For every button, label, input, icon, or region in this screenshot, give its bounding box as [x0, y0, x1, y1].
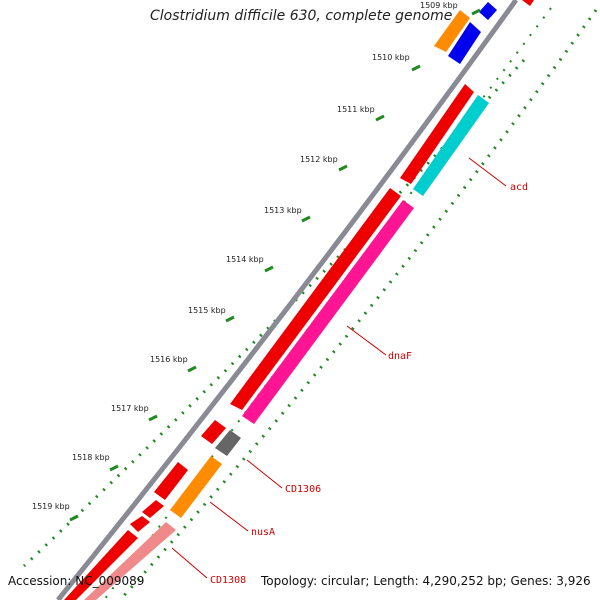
gene-label-CD1306: CD1306: [285, 484, 321, 495]
gene-labels: acd dnaF CD1306 nusA CD1308: [210, 182, 528, 586]
gene-feature-acd-red: [400, 84, 474, 184]
gene-feature-acd-cyan: [413, 95, 489, 196]
outer-dotted-curve: [22, 58, 526, 568]
gene-label-acd: acd: [510, 182, 528, 193]
gene-feature-blue-top: [448, 2, 497, 64]
nusA-callout: [209, 501, 249, 532]
genome-summary-text: Topology: circular; Length: 4,290,252 bp…: [261, 574, 591, 588]
gene-label-CD1308: CD1308: [210, 575, 246, 586]
CD1306-callout: [246, 459, 283, 489]
dnaF-callout: [346, 325, 387, 356]
scale-label: 1514 kbp: [226, 255, 264, 264]
scale-ticks: [69, 8, 481, 522]
gene-feature-dnaF-magenta: [242, 200, 414, 424]
gene-feature-dnaF-red: [230, 188, 401, 410]
gene-feature-red-small-4: [130, 516, 150, 532]
scale-label: 1509 kbp: [420, 1, 458, 10]
gene-feature-red-small-2: [154, 462, 188, 500]
gene-label-dnaF: dnaF: [388, 351, 412, 362]
scale-label: 1518 kbp: [72, 453, 110, 462]
scale-label: 1511 kbp: [337, 105, 375, 114]
gene-feature-nusA-orange: [170, 456, 222, 518]
scale-label: 1517 kbp: [111, 404, 149, 413]
scale-label: 1516 kbp: [150, 355, 188, 364]
gene-feature-CD1308-pink: [84, 522, 176, 600]
genome-title: Clostridium difficile 630, complete geno…: [150, 8, 453, 24]
scale-labels: 1509 kbp 1510 kbp 1511 kbp 1512 kbp 1513…: [32, 1, 458, 511]
gene-feature-orange-top: [434, 10, 470, 52]
acd-callout: [468, 157, 507, 187]
gene-label-nusA: nusA: [251, 527, 275, 538]
scale-label: 1510 kbp: [372, 53, 410, 62]
scale-label: 1512 kbp: [300, 155, 338, 164]
accession-text: Accession: NC_009089: [8, 574, 145, 588]
inner-dotted-curve: [118, 9, 598, 600]
gene-feature-CD1306-gray: [215, 430, 241, 456]
CD1308-callout: [171, 547, 208, 579]
scale-label: 1515 kbp: [188, 306, 226, 315]
scale-label: 1513 kbp: [264, 206, 302, 215]
gene-feature-red-small-1: [201, 420, 226, 444]
scale-label: 1519 kbp: [32, 502, 70, 511]
gene-feature-red-small-3: [142, 500, 164, 518]
genome-backbone: [56, 0, 519, 600]
gene-feature-red-tip: [522, 0, 534, 6]
gene-feature-red-bottom: [64, 530, 138, 600]
